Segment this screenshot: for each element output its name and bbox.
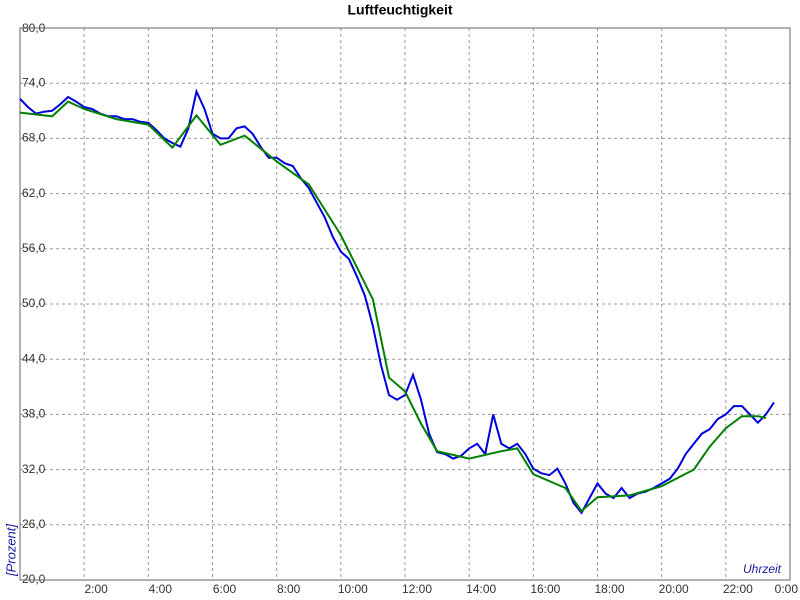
y-tick-label: 32,0 (22, 462, 46, 476)
line-series (19, 100, 767, 513)
x-tick-label: 4:00 (149, 582, 173, 596)
y-axis-label: [Prozent] (3, 524, 18, 577)
y-tick-label: 20,0 (22, 572, 46, 586)
y-tick-label: 38,0 (22, 407, 46, 421)
x-tick-label: 8:00 (277, 582, 301, 596)
x-tick-label: 14:00 (466, 582, 496, 596)
x-tick-label: 18:00 (594, 582, 624, 596)
x-tick-label: 12:00 (402, 582, 432, 596)
y-tick-label: 56,0 (22, 241, 46, 255)
x-tick-label: 20:00 (659, 582, 689, 596)
x-tick-label: 6:00 (213, 582, 237, 596)
plot-frame (19, 27, 791, 581)
y-tick-label: 50,0 (22, 296, 46, 310)
y-tick-label: 68,0 (22, 131, 46, 145)
y-tick-label: 74,0 (22, 75, 46, 89)
y-tick-label: 26,0 (22, 517, 46, 531)
y-tick-label: 62,0 (22, 186, 46, 200)
x-tick-label: 0:00 (775, 582, 799, 596)
y-tick-label: 44,0 (22, 351, 46, 365)
x-tick-label: 2:00 (84, 582, 108, 596)
x-axis-label: Uhrzeit (743, 562, 782, 576)
chart-title: Luftfeuchtigkeit (348, 2, 453, 18)
x-tick-label: 10:00 (338, 582, 368, 596)
x-tick-label: 16:00 (530, 582, 560, 596)
x-tick-label: 22:00 (723, 582, 753, 596)
